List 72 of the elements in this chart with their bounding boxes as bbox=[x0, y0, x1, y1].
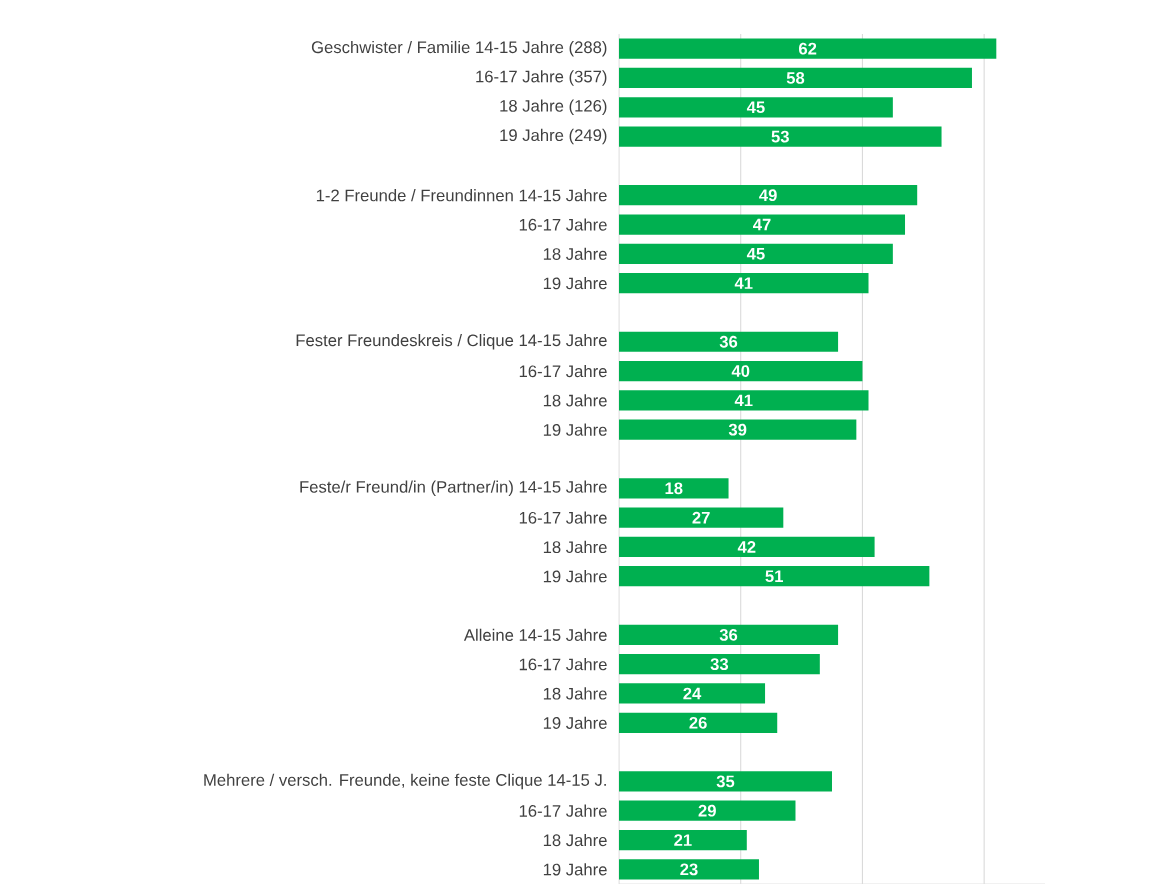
y-tick-label: 19 Jahre (249) bbox=[500, 128, 607, 145]
bar bbox=[619, 38, 997, 59]
bar bbox=[619, 566, 930, 587]
data-label: 39 bbox=[728, 423, 747, 436]
y-tick-label: 18 Jahre bbox=[543, 833, 607, 847]
y-tick-label: 18 Jahre bbox=[543, 687, 607, 700]
bar bbox=[619, 214, 906, 235]
bar bbox=[619, 126, 942, 147]
data-label: 35 bbox=[716, 775, 735, 788]
y-tick-label: 16-17 Jahre bbox=[519, 658, 607, 671]
y-tick-label: Alleine 14-15 Jahre bbox=[463, 628, 607, 641]
bar bbox=[619, 67, 972, 89]
data-label: 41 bbox=[734, 277, 753, 289]
y-tick-label: 19 Jahre bbox=[543, 570, 607, 583]
data-label: 53 bbox=[771, 130, 789, 143]
y-tick-label: 16-17 Jahre bbox=[519, 804, 607, 817]
y-tick-label: 19 Jahre bbox=[543, 716, 607, 729]
bar bbox=[619, 683, 766, 704]
y-tick-label: 18 Jahre bbox=[543, 540, 607, 554]
y-tick-label: Fester Freundeskreis / Clique 14-15 Jahre bbox=[296, 333, 607, 350]
data-label: 41 bbox=[734, 394, 753, 407]
data-label: 49 bbox=[759, 189, 777, 202]
y-tick-label: Geschwister / Familie 14-15 Jahre (288) bbox=[311, 40, 607, 57]
y-tick-label: Feste/r Freund/in (Partner/in) 14-15 Jahre bbox=[300, 480, 607, 497]
data-label: 18 bbox=[665, 482, 683, 495]
data-label: 62 bbox=[798, 42, 817, 55]
bar bbox=[619, 478, 729, 499]
data-label: 42 bbox=[737, 541, 756, 553]
data-label: 51 bbox=[765, 570, 783, 583]
y-tick-label: 19 Jahre bbox=[543, 863, 607, 876]
y-tick-label: 19 Jahre bbox=[543, 423, 607, 436]
data-label: 29 bbox=[698, 804, 716, 817]
y-tick-label: 18 Jahre (126) bbox=[500, 99, 607, 116]
y-tick-label: 1-2 Freunde / Freundinnen 14-15 Jahre bbox=[316, 189, 607, 202]
y-tick-label: 16-17 Jahre bbox=[519, 218, 607, 231]
bar bbox=[619, 771, 832, 792]
bar bbox=[619, 507, 784, 528]
y-tick-label: 18 Jahre bbox=[543, 394, 607, 407]
bar bbox=[619, 390, 869, 411]
data-label: 45 bbox=[746, 101, 765, 114]
data-label: 26 bbox=[689, 716, 707, 729]
y-tick-label: Mehrere / versch. Freunde, keine feste Clique 14-15 J. bbox=[204, 773, 606, 790]
y-tick-label: 16-17 Jahre (357) bbox=[476, 70, 607, 86]
data-label: 36 bbox=[719, 335, 738, 348]
data-label: 27 bbox=[692, 511, 710, 524]
y-tick-label: 18 Jahre bbox=[543, 247, 607, 260]
data-label: 23 bbox=[680, 863, 698, 876]
bar bbox=[619, 859, 759, 880]
data-label: 36 bbox=[719, 628, 738, 641]
bar bbox=[619, 624, 839, 645]
y-tick-label: 16-17 Jahre bbox=[519, 364, 607, 378]
bar bbox=[619, 536, 875, 558]
data-label: 33 bbox=[710, 658, 729, 671]
bar bbox=[619, 654, 820, 675]
bar bbox=[619, 97, 893, 118]
bar bbox=[619, 273, 869, 294]
data-label: 40 bbox=[731, 365, 750, 377]
bar bbox=[619, 419, 857, 440]
y-tick-label: 19 Jahre bbox=[543, 277, 607, 290]
data-label: 45 bbox=[746, 248, 765, 260]
data-label: 21 bbox=[674, 834, 692, 846]
bar bbox=[619, 712, 778, 733]
bar bbox=[619, 243, 893, 264]
data-label: 47 bbox=[753, 218, 771, 231]
bar bbox=[619, 360, 863, 382]
y-tick-label: 16-17 Jahre bbox=[519, 511, 607, 524]
bar bbox=[619, 800, 796, 821]
data-label: 24 bbox=[683, 687, 702, 700]
bar bbox=[619, 829, 747, 851]
bar bbox=[619, 185, 918, 206]
data-label: 58 bbox=[786, 72, 805, 84]
bar bbox=[619, 331, 839, 352]
